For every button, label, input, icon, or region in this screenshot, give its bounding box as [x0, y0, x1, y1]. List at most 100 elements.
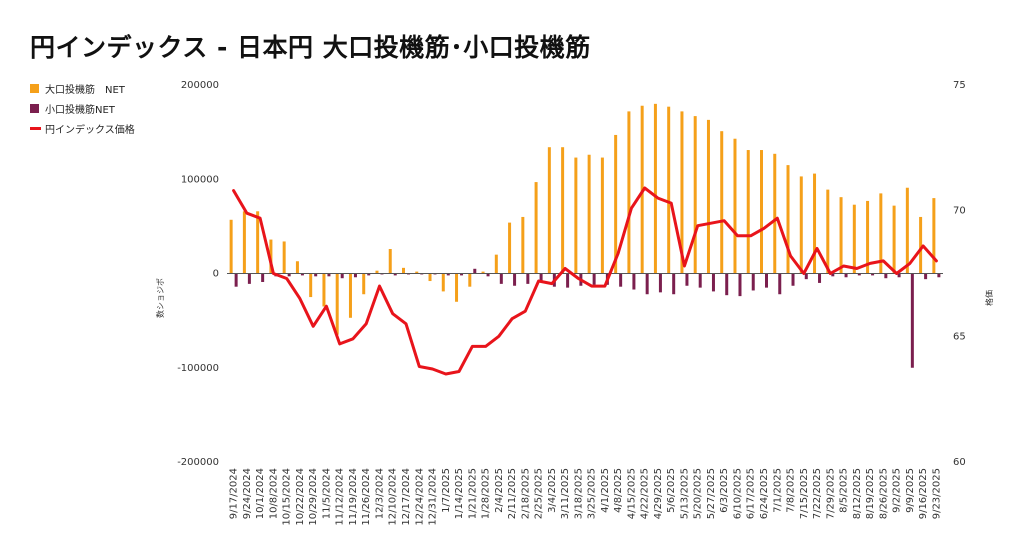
x-tick-label: 3/4/2025	[547, 468, 558, 513]
x-tick-label: 2/18/2025	[520, 468, 531, 519]
chart-title: 円インデックス - 日本円 大口投機筋･小口投機筋	[30, 33, 591, 62]
small-speculators-bar	[473, 268, 477, 274]
x-tick-label: 8/12/2025	[852, 468, 863, 519]
large-speculators-bar	[839, 197, 843, 274]
large-speculators-bar	[574, 157, 578, 274]
x-tick-label: 1/28/2025	[481, 468, 492, 519]
y-tick-label: -200000	[177, 457, 219, 468]
large-speculators-bar	[667, 106, 671, 274]
large-speculators-bar	[269, 239, 273, 274]
large-speculators-bar	[614, 134, 618, 274]
small-speculators-bar	[340, 273, 344, 279]
small-speculators-bar	[924, 273, 928, 280]
x-tick-label: 1/14/2025	[454, 468, 465, 519]
large-speculators-bar	[229, 219, 233, 274]
x-tick-label: 2/4/2025	[494, 468, 505, 513]
large-speculators-bar	[866, 200, 870, 274]
small-speculators-bar	[566, 273, 570, 288]
large-speculators-bar	[309, 273, 313, 298]
large-speculators-bar	[561, 147, 565, 274]
small-speculators-bar	[765, 273, 768, 288]
large-speculators-bars	[229, 103, 936, 335]
small-speculators-bar	[234, 273, 238, 287]
small-speculators-bar	[526, 273, 530, 284]
small-speculators-bar	[658, 273, 662, 293]
x-tick-label: 3/11/2025	[560, 468, 571, 519]
small-speculators-bar	[645, 273, 649, 295]
x-tick-label: 9/24/2024	[242, 468, 253, 519]
x-tick-label: 12/24/2024	[414, 468, 425, 526]
large-speculators-bar	[494, 254, 498, 274]
large-speculators-bar	[362, 273, 366, 295]
large-speculators-bar	[402, 267, 405, 274]
x-tick-label: 4/1/2025	[600, 468, 611, 513]
large-speculators-bar	[627, 111, 631, 274]
small-speculators-bar	[711, 273, 715, 292]
small-speculators-bar	[897, 273, 901, 278]
small-speculators-bar	[499, 273, 503, 284]
large-speculators-bar	[653, 103, 657, 274]
large-speculators-bar	[813, 173, 817, 274]
y-axis-ticks: 200000 100000 0 -100000 -200000	[177, 80, 219, 468]
large-speculators-bar	[242, 211, 246, 274]
legend-swatch-small-speculators	[30, 103, 39, 113]
y2-axis-ticks: 75 70 65 60	[953, 80, 966, 468]
x-tick-label: 9/23/2025	[931, 468, 942, 519]
large-speculators-bar	[786, 165, 790, 274]
large-speculators-bar	[415, 271, 419, 274]
x-tick-label: 10/1/2024	[255, 468, 266, 519]
large-speculators-bar	[600, 157, 604, 274]
large-speculators-bar	[892, 205, 896, 274]
x-tick-label: 6/24/2025	[759, 468, 770, 519]
small-speculators-bar	[314, 273, 318, 277]
x-tick-label: 10/8/2024	[268, 468, 279, 519]
x-tick-label: 3/18/2025	[573, 468, 584, 519]
x-tick-label: 11/19/2024	[348, 468, 359, 526]
legend-label-yen-index: 円インデックス価格	[45, 124, 135, 136]
x-tick-label: 5/6/2025	[666, 468, 677, 513]
x-tick-label: 7/22/2025	[812, 468, 823, 519]
large-speculators-bar	[760, 150, 763, 274]
x-tick-label: 7/8/2025	[786, 468, 797, 513]
small-speculators-bar	[327, 273, 331, 277]
large-speculators-bar	[388, 248, 392, 274]
x-tick-label: 8/26/2025	[878, 468, 889, 519]
large-speculators-bar	[348, 273, 352, 318]
y-tick-label: 200000	[181, 80, 219, 91]
large-speculators-bar	[905, 187, 909, 274]
large-speculators-bar	[455, 273, 459, 302]
y-axis-title: 数ショジポ	[155, 278, 165, 318]
large-speculators-bar	[468, 273, 472, 287]
x-tick-label: 5/13/2025	[679, 468, 690, 519]
large-speculators-bar	[693, 116, 697, 274]
x-tick-label: 6/17/2025	[746, 468, 757, 519]
large-speculators-bar	[720, 131, 724, 274]
large-speculators-bar	[733, 138, 737, 274]
large-speculators-bar	[547, 147, 551, 274]
large-speculators-bar	[919, 216, 923, 274]
small-speculators-bar	[871, 273, 875, 276]
x-tick-label: 11/12/2024	[335, 468, 346, 526]
small-speculators-bar	[446, 273, 450, 276]
small-speculators-bar	[300, 273, 304, 276]
x-axis-ticks: 9/17/2024 9/24/2024 10/1/2024 10/8/2024 10/1…	[229, 468, 943, 526]
large-speculators-bar	[521, 216, 525, 274]
small-speculators-bar	[937, 273, 941, 278]
y2-tick-label: 70	[953, 206, 966, 217]
x-tick-label: 1/7/2025	[441, 468, 452, 513]
x-tick-label: 1/21/2025	[467, 468, 478, 519]
x-tick-label: 9/9/2025	[905, 468, 916, 513]
small-speculators-bar	[672, 273, 676, 295]
x-tick-label: 4/8/2025	[613, 468, 624, 513]
y-tick-label: 0	[213, 269, 219, 280]
x-tick-label: 4/15/2025	[626, 468, 637, 519]
small-speculators-bar	[513, 273, 517, 286]
large-speculators-bar	[256, 211, 260, 274]
large-speculators-bar	[746, 150, 750, 274]
x-tick-label: 12/31/2024	[428, 468, 439, 526]
large-speculators-bar	[773, 153, 777, 274]
small-speculators-bar	[592, 273, 596, 285]
small-speculators-bar	[804, 273, 808, 280]
x-tick-label: 9/16/2025	[918, 468, 929, 519]
